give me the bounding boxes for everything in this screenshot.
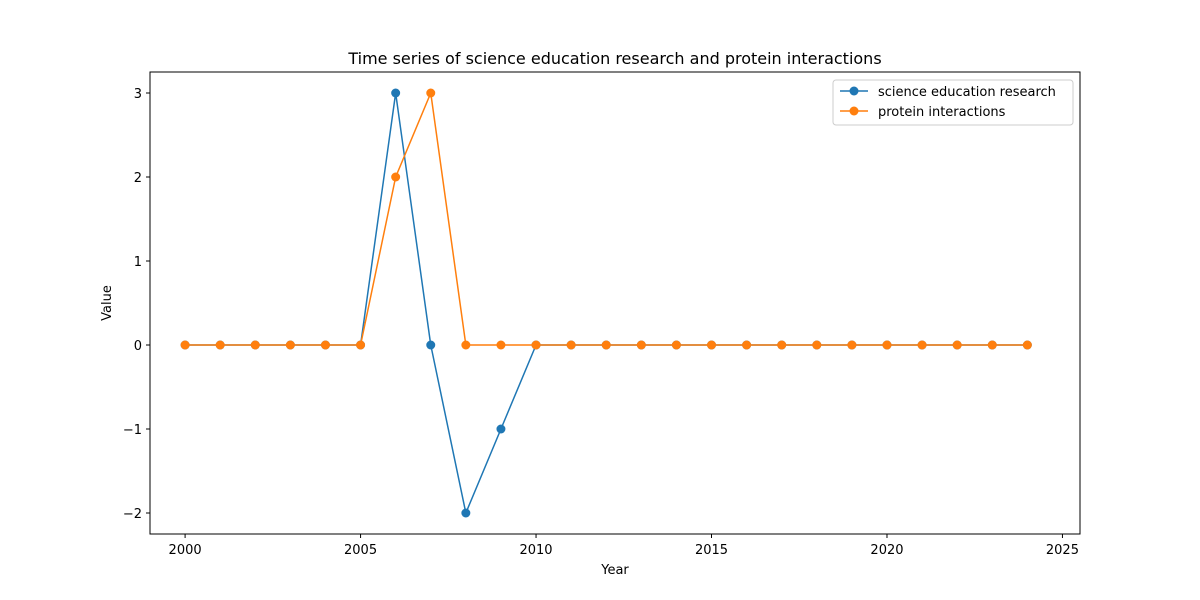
x-axis: 2000 2005 2010 2015 2020 2025: [169, 534, 1079, 558]
data-point-protein-interactions: [566, 340, 576, 350]
x-tick-label: 2020: [870, 543, 903, 558]
series-layer: [180, 88, 1032, 518]
data-point-protein-interactions: [215, 340, 225, 350]
data-point-protein-interactions: [496, 340, 506, 350]
data-point-protein-interactions: [671, 340, 681, 350]
x-tick-label: 2025: [1046, 543, 1079, 558]
data-point-protein-interactions: [987, 340, 997, 350]
data-point-science-education-research: [391, 88, 401, 98]
legend-label-science-education-research: science education research: [878, 85, 1056, 100]
data-point-science-education-research: [461, 508, 471, 518]
x-tick-label: 2010: [519, 543, 552, 558]
series-science-education-research: [180, 88, 1032, 518]
data-point-protein-interactions: [777, 340, 787, 350]
y-axis: −2 −1 0 1 2 3: [123, 87, 150, 522]
data-point-protein-interactions: [707, 340, 717, 350]
series-line-science-education-research: [185, 92, 1028, 514]
data-point-protein-interactions: [812, 340, 822, 350]
chart-title: Time series of science education researc…: [347, 49, 881, 68]
data-point-protein-interactions: [882, 340, 892, 350]
series-protein-interactions: [180, 88, 1032, 350]
x-tick-label: 2005: [344, 543, 377, 558]
legend-box: [832, 79, 1074, 126]
data-point-protein-interactions: [917, 340, 927, 350]
legend: science education research protein inter…: [832, 79, 1074, 126]
data-point-science-education-research: [496, 424, 506, 434]
data-point-protein-interactions: [285, 340, 295, 350]
legend-marker-protein-interactions: [849, 106, 859, 116]
legend-marker-science-education-research: [849, 86, 859, 96]
legend-label-protein-interactions: protein interactions: [878, 105, 1006, 120]
data-point-science-education-research: [426, 340, 436, 350]
data-point-protein-interactions: [601, 340, 611, 350]
y-axis-label: Value: [100, 285, 115, 321]
series-line-protein-interactions: [185, 92, 1028, 346]
data-point-protein-interactions: [742, 340, 752, 350]
y-tick-label: 2: [134, 171, 142, 186]
data-point-protein-interactions: [847, 340, 857, 350]
data-point-protein-interactions: [461, 340, 471, 350]
data-point-protein-interactions: [426, 88, 436, 98]
data-point-protein-interactions: [952, 340, 962, 350]
data-point-protein-interactions: [180, 340, 190, 350]
x-axis-label: Year: [600, 563, 629, 578]
data-point-protein-interactions: [1022, 340, 1032, 350]
data-point-protein-interactions: [391, 172, 401, 182]
data-point-protein-interactions: [250, 340, 260, 350]
y-tick-label: 0: [134, 339, 142, 354]
data-point-protein-interactions: [531, 340, 541, 350]
x-tick-label: 2000: [169, 543, 202, 558]
y-tick-label: −1: [123, 423, 142, 438]
plot-area: [149, 71, 1081, 535]
data-point-protein-interactions: [320, 340, 330, 350]
y-tick-label: 1: [134, 255, 142, 270]
data-point-protein-interactions: [636, 340, 646, 350]
data-point-protein-interactions: [356, 340, 366, 350]
y-tick-label: 3: [134, 87, 142, 102]
x-tick-label: 2015: [695, 543, 728, 558]
y-tick-label: −2: [123, 507, 142, 522]
